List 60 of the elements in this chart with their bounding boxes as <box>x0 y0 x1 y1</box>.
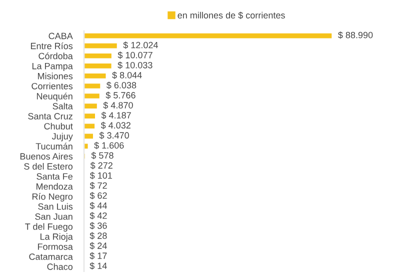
data-label: $ 36 <box>90 222 107 230</box>
y-tick-label: S del Estero <box>24 162 73 170</box>
bar <box>84 52 113 60</box>
data-label: $ 5.766 <box>106 92 136 99</box>
legend-label: en millones de $ corrientes <box>178 12 285 20</box>
y-tick-label: Santa Cruz <box>28 113 72 120</box>
y-tick-label: Córdoba <box>38 52 73 60</box>
data-label: $ 28 <box>90 232 107 240</box>
y-tick-label: Chaco <box>47 263 73 270</box>
data-label: $ 88.990 <box>338 31 373 39</box>
y-tick-label: La Pampa <box>32 62 73 72</box>
y-tick-label: CABA <box>48 32 73 40</box>
data-label: $ 1.606 <box>94 142 124 150</box>
data-label: $ 62 <box>90 192 107 200</box>
data-label: $ 4.870 <box>103 102 133 110</box>
bar <box>84 112 96 120</box>
bar <box>84 82 102 90</box>
data-label: $ 12.024 <box>123 42 158 49</box>
data-label: $ 272 <box>90 162 112 170</box>
y-tick-label: Chubut <box>44 122 73 130</box>
y-tick-label: Formosa <box>38 244 73 250</box>
y-tick-label: San Juan <box>35 213 72 220</box>
bar <box>84 92 101 100</box>
bar <box>84 42 118 50</box>
y-tick-label: La Rioja <box>40 233 73 242</box>
y-tick-label: Corrientes <box>32 82 73 90</box>
y-tick-label: Tucumán <box>36 142 72 150</box>
bar <box>84 72 108 80</box>
data-label: $ 578 <box>91 152 114 160</box>
bar <box>84 122 96 130</box>
y-tick-label: Mendoza <box>36 183 73 190</box>
data-label: $ 4.032 <box>100 122 130 130</box>
data-label: $ 6.038 <box>106 82 136 89</box>
y-tick-label: Santa Fe <box>36 173 72 180</box>
y-tick-label: Misiones <box>38 72 73 80</box>
bar <box>84 32 334 40</box>
data-label: $ 8.044 <box>112 72 142 79</box>
bar <box>84 62 113 70</box>
data-label: $ 24 <box>90 242 107 250</box>
y-tick-label: Buenos Aires <box>20 152 73 160</box>
y-tick-label: Río Negro <box>32 193 73 202</box>
y-tick-label: Jujuy <box>52 132 73 142</box>
data-label: $ 14 <box>90 262 107 270</box>
y-tick-label: Salta <box>52 102 73 110</box>
data-label: $ 10.077 <box>118 52 152 59</box>
y-tick-label: Neuquén <box>36 92 72 102</box>
y-tick-label: San Luis <box>38 203 73 210</box>
data-label: $ 42 <box>90 212 107 220</box>
y-tick-label: Catamarca <box>29 254 73 260</box>
y-tick-label: Entre Ríos <box>30 42 73 50</box>
data-label: $ 101 <box>90 172 112 180</box>
bar <box>84 132 94 140</box>
data-label: $ 72 <box>90 182 107 190</box>
bar <box>84 102 98 110</box>
data-label: $ 4.187 <box>101 112 131 120</box>
data-label: $ 3.470 <box>99 132 130 140</box>
y-tick-label: T del Fuego <box>25 223 73 232</box>
data-label: $ 10.033 <box>118 62 152 69</box>
data-label: $ 44 <box>90 202 107 210</box>
data-label: $ 17 <box>90 252 107 260</box>
